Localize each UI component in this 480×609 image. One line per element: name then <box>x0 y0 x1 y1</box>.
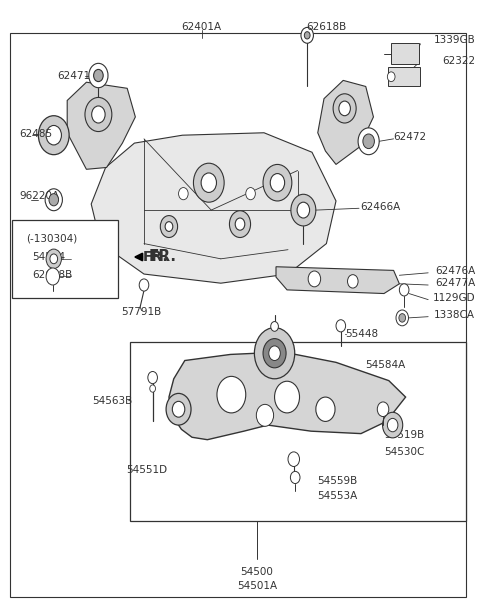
Circle shape <box>50 254 58 264</box>
Polygon shape <box>91 133 336 283</box>
Circle shape <box>290 471 300 484</box>
Circle shape <box>399 284 409 296</box>
Text: 54530C: 54530C <box>384 447 424 457</box>
Circle shape <box>383 412 403 438</box>
Text: 62477A: 62477A <box>435 278 475 288</box>
Text: 54553A: 54553A <box>317 491 357 501</box>
Circle shape <box>38 116 69 155</box>
Circle shape <box>148 371 157 384</box>
Polygon shape <box>276 267 399 294</box>
Text: 62466A: 62466A <box>360 202 400 212</box>
Text: 54551D: 54551D <box>126 465 167 475</box>
Polygon shape <box>169 352 406 440</box>
Circle shape <box>304 32 310 39</box>
Text: 1129GD: 1129GD <box>432 294 475 303</box>
Circle shape <box>288 452 300 466</box>
Circle shape <box>263 339 286 368</box>
Text: 62322: 62322 <box>442 56 475 66</box>
Bar <box>391 43 419 64</box>
Text: (-130304): (-130304) <box>26 234 78 244</box>
Circle shape <box>348 275 358 288</box>
Circle shape <box>291 194 316 226</box>
Circle shape <box>387 72 395 82</box>
Circle shape <box>399 314 406 322</box>
Text: 54500: 54500 <box>240 568 273 577</box>
Circle shape <box>358 128 379 155</box>
Circle shape <box>45 189 62 211</box>
Circle shape <box>172 401 185 417</box>
Circle shape <box>165 222 173 231</box>
Circle shape <box>377 402 389 417</box>
Circle shape <box>229 211 251 238</box>
Text: 57791B: 57791B <box>121 307 162 317</box>
Text: 62618B: 62618B <box>33 270 73 280</box>
Circle shape <box>150 385 156 392</box>
Circle shape <box>339 101 350 116</box>
Circle shape <box>396 310 408 326</box>
Text: 54514: 54514 <box>33 252 66 262</box>
Text: 1339GB: 1339GB <box>433 35 475 44</box>
Text: 54501A: 54501A <box>237 581 277 591</box>
Circle shape <box>217 376 246 413</box>
Circle shape <box>263 164 292 201</box>
Circle shape <box>139 279 149 291</box>
Circle shape <box>94 69 103 82</box>
Circle shape <box>235 218 245 230</box>
Circle shape <box>363 134 374 149</box>
Text: 1338CA: 1338CA <box>434 310 475 320</box>
Circle shape <box>46 125 61 145</box>
Text: 54584A: 54584A <box>365 361 405 370</box>
Circle shape <box>92 106 105 123</box>
Circle shape <box>275 381 300 413</box>
Circle shape <box>46 268 60 285</box>
Bar <box>12 220 118 298</box>
Circle shape <box>387 418 398 432</box>
Text: 96220A: 96220A <box>19 191 60 201</box>
Text: FR.: FR. <box>149 250 177 264</box>
Text: 54519B: 54519B <box>384 431 424 440</box>
Text: 62472: 62472 <box>394 132 427 142</box>
Circle shape <box>254 328 295 379</box>
Polygon shape <box>318 80 373 164</box>
Text: 62485: 62485 <box>19 129 52 139</box>
Text: FR.: FR. <box>143 250 169 264</box>
Text: 62471: 62471 <box>58 71 91 81</box>
Circle shape <box>308 271 321 287</box>
Circle shape <box>297 202 310 218</box>
Circle shape <box>256 404 274 426</box>
Text: 62618B: 62618B <box>306 23 347 32</box>
Circle shape <box>301 27 313 43</box>
Circle shape <box>166 393 191 425</box>
Circle shape <box>201 173 216 192</box>
Circle shape <box>193 163 224 202</box>
Circle shape <box>270 174 285 192</box>
Circle shape <box>49 194 59 206</box>
Circle shape <box>160 216 178 238</box>
Circle shape <box>333 94 356 123</box>
Circle shape <box>336 320 346 332</box>
Circle shape <box>46 249 61 269</box>
Circle shape <box>269 346 280 361</box>
Circle shape <box>85 97 112 132</box>
Circle shape <box>179 188 188 200</box>
Text: 55448: 55448 <box>346 329 379 339</box>
Circle shape <box>246 188 255 200</box>
Bar <box>388 67 420 86</box>
Circle shape <box>271 322 278 331</box>
Text: 54559B: 54559B <box>317 476 357 486</box>
Text: 62401A: 62401A <box>181 23 222 32</box>
Text: 62476A: 62476A <box>435 266 475 276</box>
Bar <box>130 342 466 521</box>
Circle shape <box>316 397 335 421</box>
Polygon shape <box>67 82 135 169</box>
Circle shape <box>89 63 108 88</box>
Text: 54563B: 54563B <box>93 396 133 406</box>
